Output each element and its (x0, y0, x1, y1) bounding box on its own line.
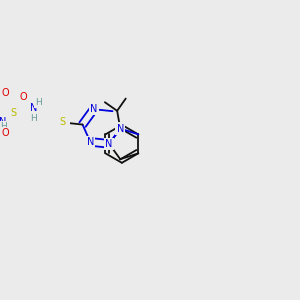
Text: N: N (105, 139, 113, 149)
Text: O: O (2, 128, 9, 138)
Text: H: H (35, 98, 42, 107)
Text: N: N (0, 117, 7, 127)
Text: S: S (60, 118, 66, 128)
Text: H: H (0, 122, 7, 131)
Text: O: O (19, 92, 27, 102)
Text: N: N (87, 137, 94, 147)
Text: N: N (117, 124, 124, 134)
Text: N: N (90, 104, 98, 114)
Text: S: S (10, 108, 16, 118)
Text: N: N (30, 103, 37, 113)
Text: H: H (30, 114, 37, 123)
Text: O: O (2, 88, 9, 98)
